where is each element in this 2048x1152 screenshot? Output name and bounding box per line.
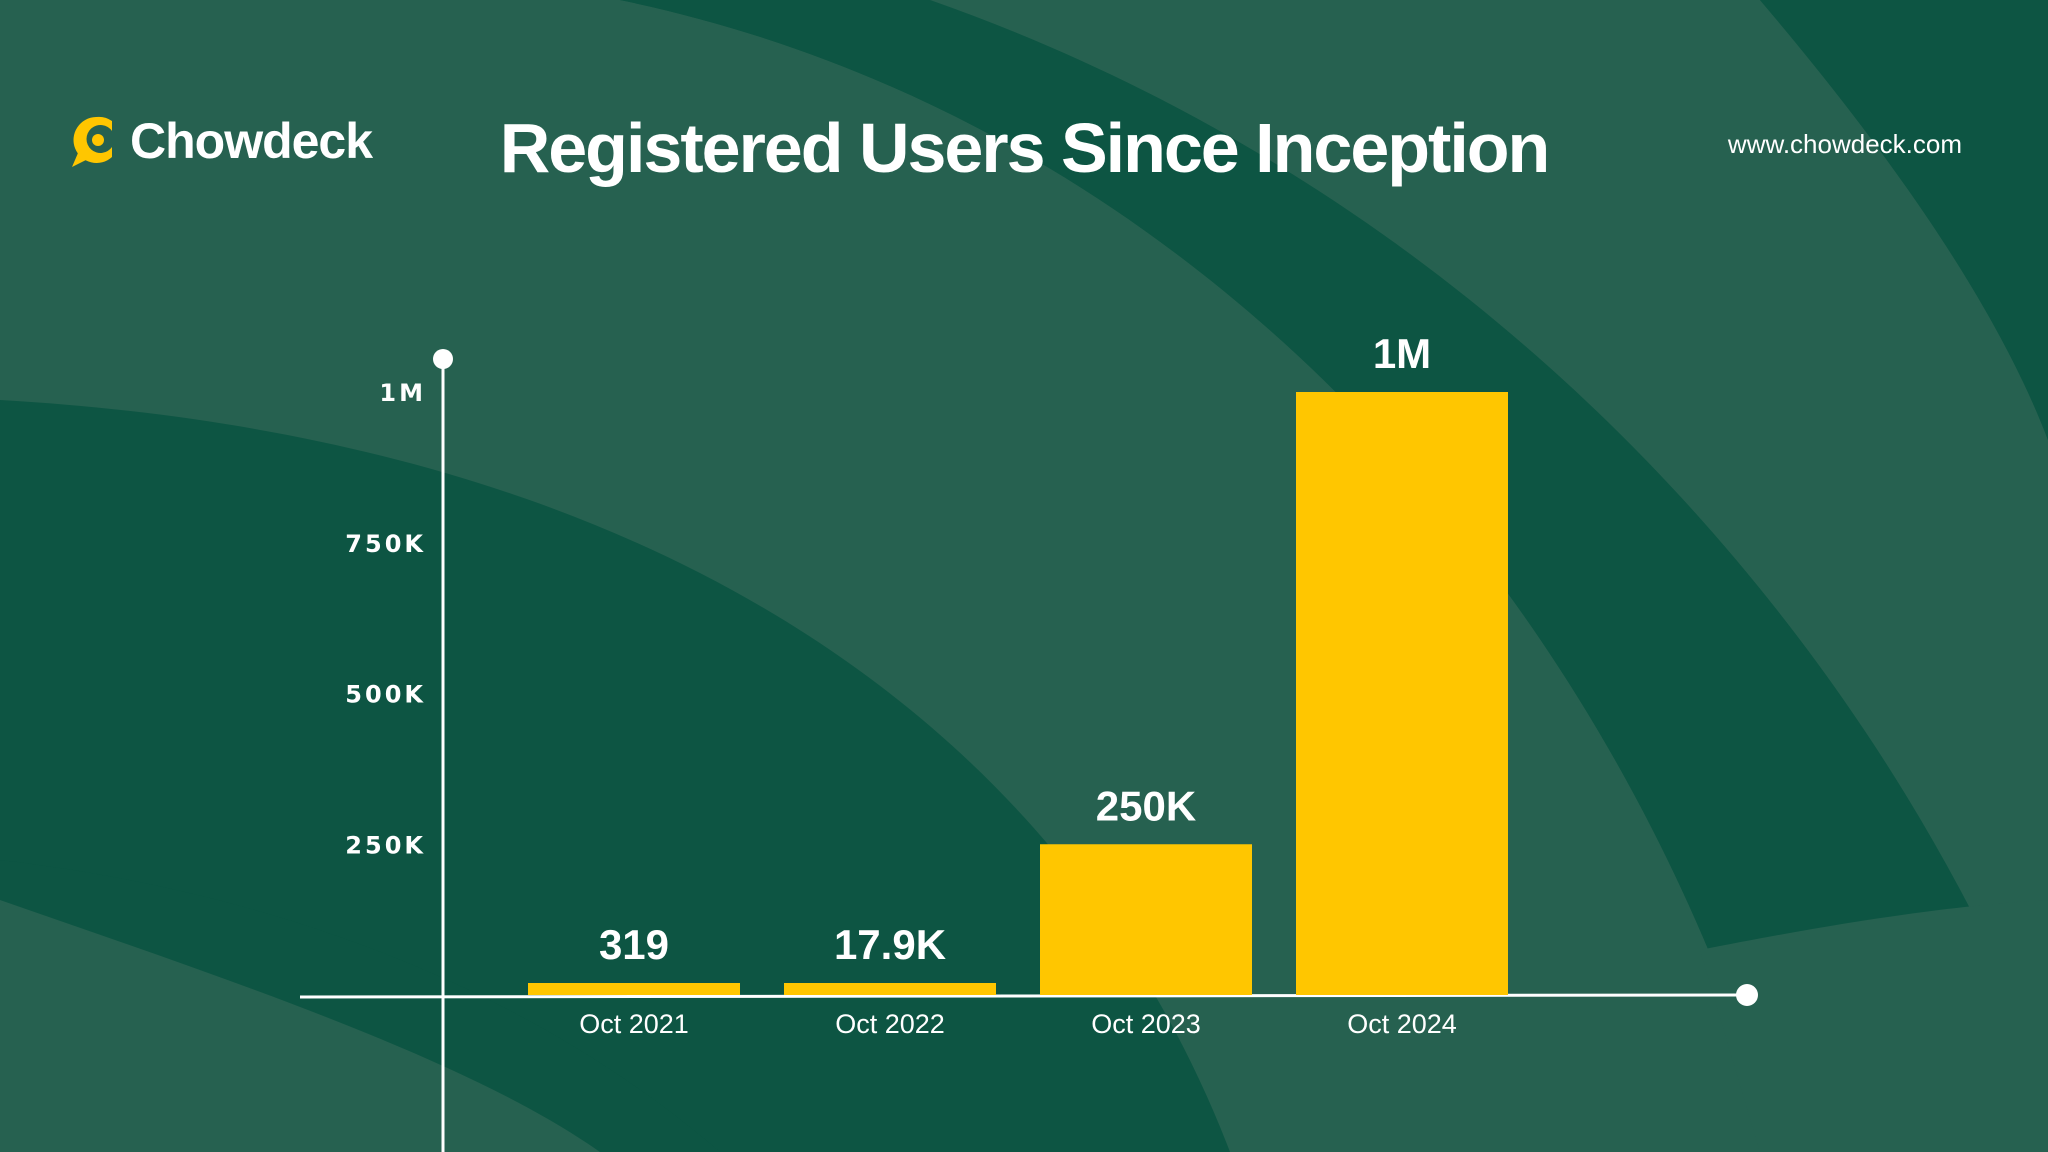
bar-value-label: 250K (1096, 782, 1196, 829)
bar-value-label: 1M (1373, 330, 1431, 377)
x-category-label: Oct 2023 (1091, 1009, 1201, 1039)
brand-name: Chowdeck (130, 113, 373, 169)
y-tick-label: 500K (345, 681, 426, 709)
bar (784, 983, 996, 995)
brand[interactable]: Chowdeck (68, 112, 373, 170)
bar (1296, 392, 1508, 995)
website-url[interactable]: www.chowdeck.com (1727, 129, 1962, 159)
bar (528, 983, 740, 995)
y-tick-label: 750K (345, 530, 426, 558)
x-category-label: Oct 2021 (579, 1009, 689, 1039)
x-axis (299, 993, 1746, 999)
x-category-label: Oct 2022 (835, 1009, 945, 1039)
chowdeck-logo-icon (72, 116, 112, 167)
bar-value-label: 319 (599, 921, 669, 968)
chart-title: Registered Users Since Inception (499, 109, 1551, 187)
y-tick-label: 1M (379, 379, 426, 407)
y-axis-end-dot (433, 349, 453, 369)
x-axis-end-dot (1736, 984, 1758, 1006)
header: Chowdeck Registered Users Since Inceptio… (0, 0, 2048, 220)
x-category-label: Oct 2024 (1347, 1009, 1457, 1039)
bar (1040, 844, 1252, 995)
bar-value-label: 17.9K (834, 921, 946, 968)
y-tick-label: 250K (345, 831, 426, 859)
